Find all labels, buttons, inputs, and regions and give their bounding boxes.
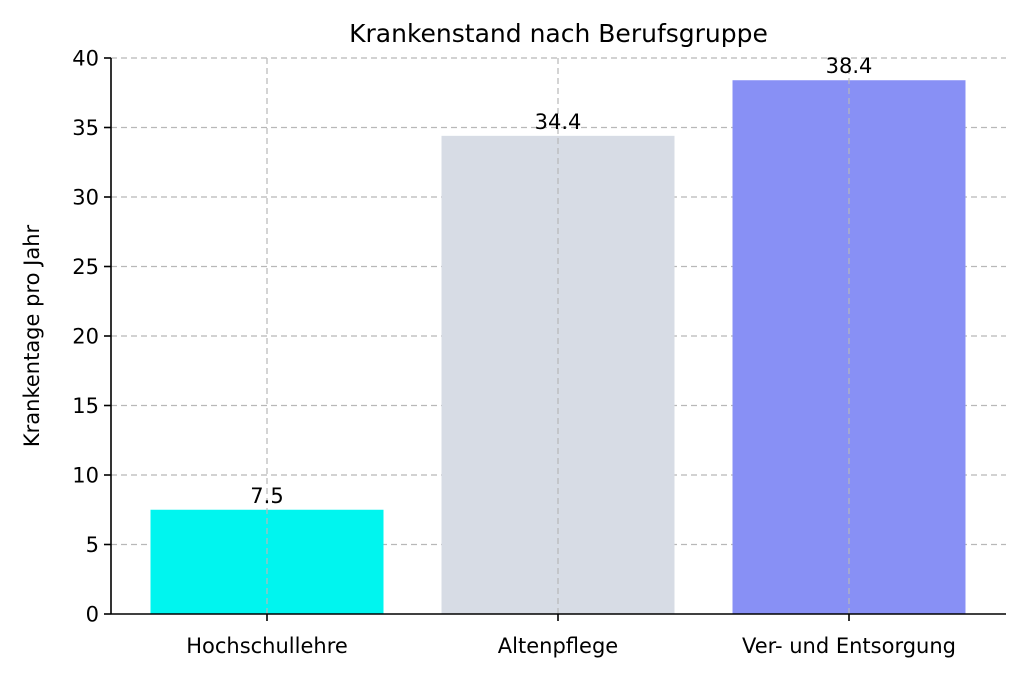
y-tick-label-4: 20 [72,325,99,349]
y-tick-label-5: 25 [72,255,99,279]
bar-value-label-layer: 7.5 34.4 38.4 [250,54,872,508]
bar-value-label-1: 34.4 [535,110,582,134]
y-tick-label-0: 0 [86,603,99,627]
y-tick-label-8: 40 [72,47,99,71]
x-tick-layer: Hochschullehre Altenpflege Ver- und Entsor… [186,614,956,658]
y-tick-label-2: 10 [72,464,99,488]
x-tick-label-0: Hochschullehre [186,634,348,658]
y-tick-layer: 0 5 10 15 20 25 30 35 40 [72,47,111,627]
bar-value-label-2: 38.4 [826,54,873,78]
y-tick-label-7: 35 [72,116,99,140]
bar-value-label-0: 7.5 [250,484,283,508]
bar-1 [441,135,675,614]
y-tick-label-3: 15 [72,394,99,418]
y-axis-label: Krankentage pro Jahr [20,224,44,447]
x-tick-label-2: Ver- und Entsorgung [742,634,956,658]
chart-title: Krankenstand nach Berufsgruppe [349,19,768,48]
y-tick-label-1: 5 [86,533,99,557]
x-tick-label-1: Altenpflege [498,634,618,658]
y-tick-label-6: 30 [72,186,99,210]
